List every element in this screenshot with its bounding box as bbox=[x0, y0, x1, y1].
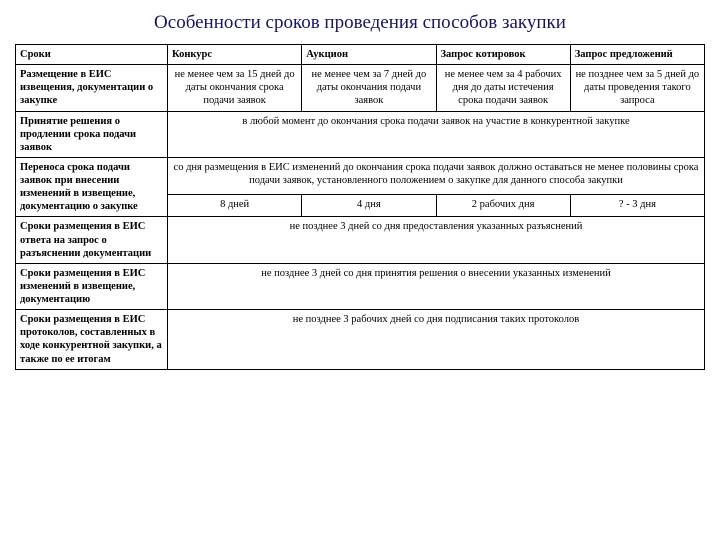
table-row: Размещение в ЕИС извещения, документации… bbox=[16, 65, 705, 111]
header-row: Сроки Конкурс Аукцион Запрос котировок З… bbox=[16, 45, 705, 65]
cell: не менее чем за 4 рабочих дня до даты ис… bbox=[436, 65, 570, 111]
row-span-text: не позднее 3 дней со дня предоставления … bbox=[168, 217, 705, 263]
cell: 2 рабочих дня bbox=[436, 194, 570, 216]
row-span-text: не позднее 3 рабочих дней со дня подписа… bbox=[168, 310, 705, 370]
row-label: Принятие решения о продлении срока подач… bbox=[16, 111, 168, 157]
header-rowcol: Сроки bbox=[16, 45, 168, 65]
row-label: Сроки размещения в ЕИС протоколов, соста… bbox=[16, 310, 168, 370]
row-label: Переноса срока подачи заявок при внесени… bbox=[16, 157, 168, 217]
page-title: Особенности сроков проведения способов з… bbox=[15, 12, 705, 34]
cell: ? - 3 дня bbox=[570, 194, 704, 216]
row-label: Сроки размещения в ЕИС ответа на запрос … bbox=[16, 217, 168, 263]
header-c2: Аукцион bbox=[302, 45, 436, 65]
table-row: Сроки размещения в ЕИС изменений в извещ… bbox=[16, 263, 705, 309]
cell: 4 дня bbox=[302, 194, 436, 216]
table-row: Сроки размещения в ЕИС протоколов, соста… bbox=[16, 310, 705, 370]
table-row: Сроки размещения в ЕИС ответа на запрос … bbox=[16, 217, 705, 263]
header-c1: Конкурс bbox=[168, 45, 302, 65]
table-row: Переноса срока подачи заявок при внесени… bbox=[16, 157, 705, 194]
row-span-text: со дня размещения в ЕИС изменений до око… bbox=[168, 157, 705, 194]
row-span-text: не позднее 3 дней со дня принятия решени… bbox=[168, 263, 705, 309]
cell: не позднее чем за 5 дней до даты проведе… bbox=[570, 65, 704, 111]
cell: 8 дней bbox=[168, 194, 302, 216]
header-c3: Запрос котировок bbox=[436, 45, 570, 65]
table-row: Принятие решения о продлении срока подач… bbox=[16, 111, 705, 157]
row-span-text: в любой момент до окончания срока подачи… bbox=[168, 111, 705, 157]
cell: не менее чем за 15 дней до даты окончани… bbox=[168, 65, 302, 111]
row-label: Сроки размещения в ЕИС изменений в извещ… bbox=[16, 263, 168, 309]
row-label: Размещение в ЕИС извещения, документации… bbox=[16, 65, 168, 111]
cell: не менее чем за 7 дней до даты окончания… bbox=[302, 65, 436, 111]
header-c4: Запрос предложений bbox=[570, 45, 704, 65]
procurement-table: Сроки Конкурс Аукцион Запрос котировок З… bbox=[15, 44, 705, 370]
